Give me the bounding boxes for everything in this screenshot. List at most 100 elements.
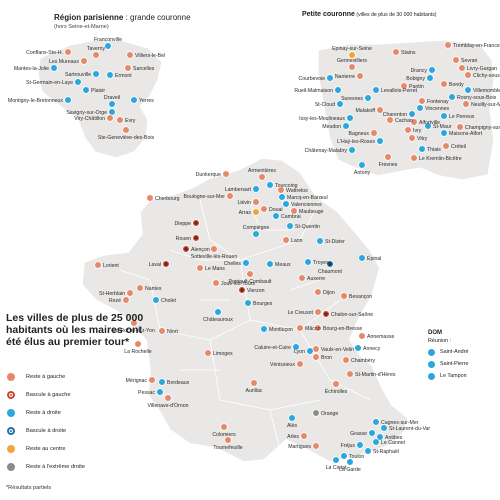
legend-ring-dot-icon (6, 390, 16, 400)
city-marker-pantin (400, 82, 408, 90)
city-marker-chelles (242, 259, 250, 267)
city-label-st-quentin: St-Quentin (295, 224, 320, 230)
city-label-bagneux: Bagneux (349, 131, 370, 137)
city-marker-fresnes (384, 153, 392, 161)
city-marker-annecy (354, 344, 362, 352)
city-label-dijon: Dijon (323, 290, 335, 296)
city-label-frejus: Fréjus (341, 443, 356, 449)
city-marker-suresnes (364, 94, 372, 102)
city-marker-tremblay-en-france (444, 41, 452, 49)
city-marker-dunkerque (222, 170, 230, 178)
city-label-toulon: Toulon (349, 454, 364, 460)
city-label-chambery: Chambéry (351, 358, 375, 364)
city-label-wattrelos: Wattrelos (286, 188, 308, 194)
city-marker-plaisir (82, 86, 90, 94)
city-marker-mantes-la-jolie (50, 64, 58, 72)
city-marker-charenton (408, 110, 416, 118)
city-label-cholet: Cholet (161, 298, 177, 304)
city-marker-joue-les-tours (212, 279, 220, 287)
city-marker-levallois-perret (372, 86, 380, 94)
city-marker-franconville (104, 42, 112, 50)
city-marker-st-herblain (126, 289, 134, 297)
city-label-viry-chatillon: Viry-Châtillon (74, 116, 105, 122)
city-label-merignac: Mérignac (126, 378, 148, 384)
city-marker-montigny-le-bretonneux (64, 96, 72, 104)
city-marker-douai (260, 205, 268, 213)
city-marker-ales (288, 414, 296, 422)
city-marker-la-roche-sur-yon (130, 319, 138, 327)
city-marker-aurillac (250, 379, 258, 387)
city-label-nantes: Nantes (145, 286, 162, 292)
city-marker-core-laval (164, 262, 168, 266)
city-marker-arles (300, 432, 308, 440)
city-label-st-cloud: St-Cloud (315, 102, 335, 108)
city-label-l-hay-les-roses: L'Haÿ-les-Roses (337, 139, 375, 145)
city-marker-annemasse (358, 332, 366, 340)
city-marker-arras (252, 208, 260, 216)
city-label-cambrai: Cambrai (281, 214, 301, 220)
city-marker-thiais (418, 145, 426, 153)
city-label-sarcelles: Sarcelles (133, 66, 155, 72)
city-marker-vincennes (416, 104, 424, 112)
city-label-antibes: Antibes (385, 435, 403, 441)
city-marker-taverny (92, 51, 100, 59)
city-label-levallois-perret: Levallois-Perret (381, 88, 418, 94)
city-label-pessac: Pessac (138, 390, 155, 396)
city-label-evry: Evry (125, 118, 136, 124)
city-marker-vitry (408, 134, 416, 142)
city-label-chatenay-malabry: Châtenay-Malabry (305, 148, 348, 154)
city-marker-meaux (266, 260, 274, 268)
city-marker-st-laurent-du-var (380, 424, 388, 432)
city-marker-sarcelles (124, 64, 132, 72)
city-marker-le-perreux (440, 112, 448, 120)
city-marker-yerres (130, 96, 138, 104)
city-marker-st-martin-d-heres (346, 370, 354, 378)
city-marker-lorient (94, 261, 102, 269)
legend-dot-icon (6, 372, 16, 382)
city-label-reze: Rezé (109, 298, 121, 304)
city-marker-reze (122, 296, 130, 304)
city-marker-compiegne (252, 230, 260, 238)
city-marker-maisons-alfort (440, 129, 448, 137)
city-label-grasse: Grasse (350, 431, 367, 437)
city-label-maubeuge: Maubeuge (299, 209, 324, 215)
city-marker-sevran (452, 56, 460, 64)
city-marker-echirolles (332, 380, 340, 388)
city-marker-martigues (312, 442, 320, 450)
city-label-sartrouville: Sartrouville (65, 72, 91, 78)
city-marker-chateauroux (214, 308, 222, 316)
legend-item-extreme-droite: Reste à l'extrême droite (6, 458, 116, 476)
city-marker-limoges (204, 349, 212, 357)
city-label-lorient: Lorient (103, 263, 119, 269)
dom-city: Saint-Pierre (428, 358, 468, 370)
city-marker-marcq-en-bar-ul (278, 193, 286, 201)
city-marker-venissieux (296, 360, 304, 368)
city-label-valenciennes: Valenciennes (291, 202, 322, 208)
city-marker-alfortville (410, 118, 418, 126)
city-marker-frejus (356, 441, 364, 449)
city-marker-la-rochelle (134, 340, 142, 348)
city-label-le-cannet: Le Cannet (381, 440, 405, 446)
city-label-montlucon: Montluçon (269, 327, 293, 333)
city-marker-toulon (340, 452, 348, 460)
city-label-charenton: Charenton (383, 112, 407, 118)
city-label-le-mans: Le Mans (205, 266, 225, 272)
city-label-armentieres: Armentières (248, 168, 276, 174)
city-marker-le-kremlin-bicetre (410, 154, 418, 162)
city-label-dunkerque: Dunkerque (196, 172, 221, 178)
city-label-sotteville-les-rouen: Sotteville-lès-Rouen (191, 254, 238, 260)
city-label-villiers-le-bel: Villiers-le-Bel (135, 53, 165, 59)
city-label-suresnes: Suresnes (341, 96, 363, 102)
city-marker-creteil (442, 142, 450, 150)
city-label-creteil: Créteil (451, 144, 466, 150)
city-label-villenave-d-ornon: Villenave-d'Ornon (148, 403, 189, 409)
city-marker-cholet (152, 296, 160, 304)
city-marker-colomiers (220, 423, 228, 431)
city-marker-issy-les-moulineaux (346, 114, 354, 122)
legend-title: Les villes de plus de 25 000 habitants o… (6, 312, 144, 348)
city-label-tremblay-en-france: Tremblay-en-France (453, 43, 500, 49)
city-label-conflans-ste-h: Conflans-Ste-H. (26, 50, 63, 56)
city-label-sevran: Sevran (461, 58, 478, 64)
city-label-auxerre: Auxerre (307, 276, 325, 282)
